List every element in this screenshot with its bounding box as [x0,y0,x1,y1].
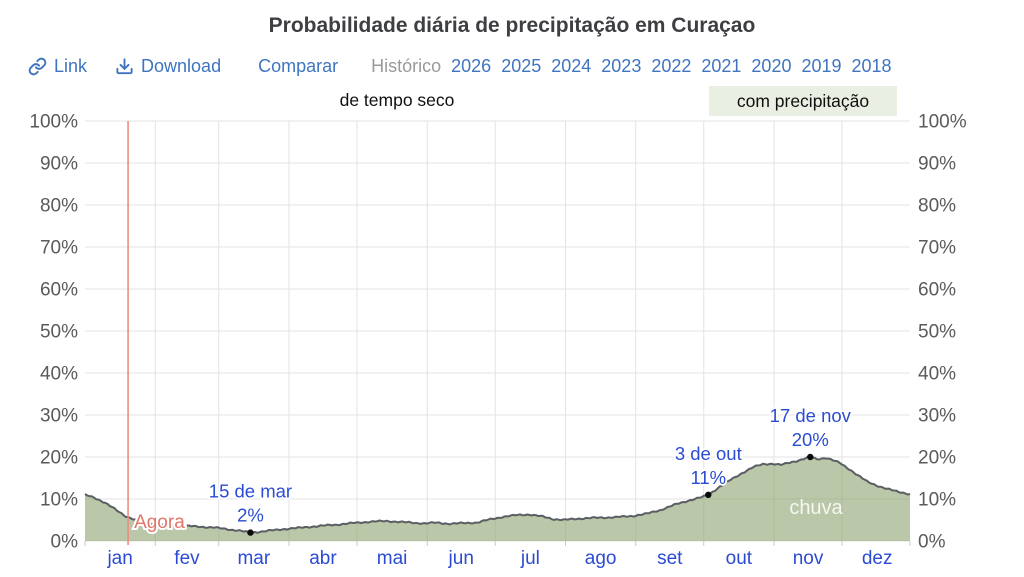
download-button-label: Download [141,55,222,76]
y-axis-label-right: 0% [918,532,946,553]
annotation-value-label: 20% [792,429,829,450]
x-axis-month-label: jun [448,548,474,569]
annotation-dot [807,453,814,461]
annotation-value-label: 11% [690,467,726,488]
y-axis-label-right: 90% [918,154,956,175]
y-axis-label-right: 20% [918,448,956,469]
y-axis-label-left: 90% [40,154,78,175]
annotation-date-label: 3 de out [675,443,742,464]
year-link-2022[interactable]: 2022 [651,55,692,76]
x-axis-month-label: fev [174,548,200,569]
link-button-label: Link [54,55,88,76]
year-link-2020[interactable]: 2020 [751,55,792,76]
x-axis-month-label: nov [793,548,824,569]
x-axis-month-label: dez [862,548,893,569]
y-axis-label-left: 10% [40,490,78,511]
annotation-date-label: 17 de nov [770,405,852,426]
y-axis-label-left: 50% [40,322,78,343]
y-axis-label-right: 10% [918,490,956,511]
year-link-2023[interactable]: 2023 [601,55,642,76]
annotation-value-label: 2% [237,505,264,526]
y-axis-label-left: 30% [40,406,78,427]
annotation-date-label: 15 de mar [209,481,292,502]
area-series-label: chuva [789,497,843,519]
y-axis-label-left: 60% [40,280,78,301]
annotation-dot [247,529,254,536]
y-axis-label-left: 80% [40,196,78,217]
y-axis-label-right: 50% [918,322,956,343]
y-axis-label-right: 30% [918,406,956,427]
year-link-2019[interactable]: 2019 [801,55,842,76]
y-axis-label-right: 40% [918,364,956,385]
y-axis-label-left: 40% [40,364,78,385]
dry-band-label: de tempo seco [339,90,455,110]
now-label: Agora [134,512,185,533]
link-icon [28,57,47,76]
wet-band-label: com precipitação [709,86,897,116]
y-axis-label-left: 20% [40,448,78,469]
precipitation-line [84,455,911,534]
y-axis-label-left: 70% [40,238,78,259]
x-axis-month-label: mar [237,548,270,569]
link-button[interactable]: Link [28,56,87,77]
y-axis-label-right: 70% [918,238,956,259]
download-icon [115,57,134,76]
year-link-2024[interactable]: 2024 [551,55,592,76]
x-axis-month-label: set [657,548,683,569]
year-link-2025[interactable]: 2025 [501,55,542,76]
precipitation-area [85,456,910,541]
year-link-2018[interactable]: 2018 [851,55,892,76]
band-labels: de tempo seco com precipitação [0,86,1024,116]
x-axis-month-label: out [726,548,753,569]
x-axis-month-label: jan [106,548,132,569]
y-axis-label-left: 0% [51,532,79,553]
x-axis-month-label: abr [309,548,337,569]
year-links: 2026 2025 2024 2023 2022 2021 2020 2019 2018 [451,56,891,77]
year-link-2021[interactable]: 2021 [701,55,742,76]
y-axis-label-right: 80% [918,196,956,217]
tab-historical[interactable]: Histórico [371,55,442,76]
compare-button-label: Comparar [258,55,339,76]
x-axis-month-label: mai [377,548,408,569]
page-title: Probabilidade diária de precipitação em … [268,14,756,37]
compare-button[interactable]: Comparar [258,56,338,77]
download-button[interactable]: Download [115,56,221,77]
x-axis-month-label: ago [585,548,617,569]
annotation-dot [705,491,712,498]
x-axis-month-label: jul [520,548,540,569]
year-link-2026[interactable]: 2026 [451,55,492,76]
toolbar: Link Download Comparar Histórico 2026 202… [28,54,892,78]
y-axis-label-right: 60% [918,280,956,301]
